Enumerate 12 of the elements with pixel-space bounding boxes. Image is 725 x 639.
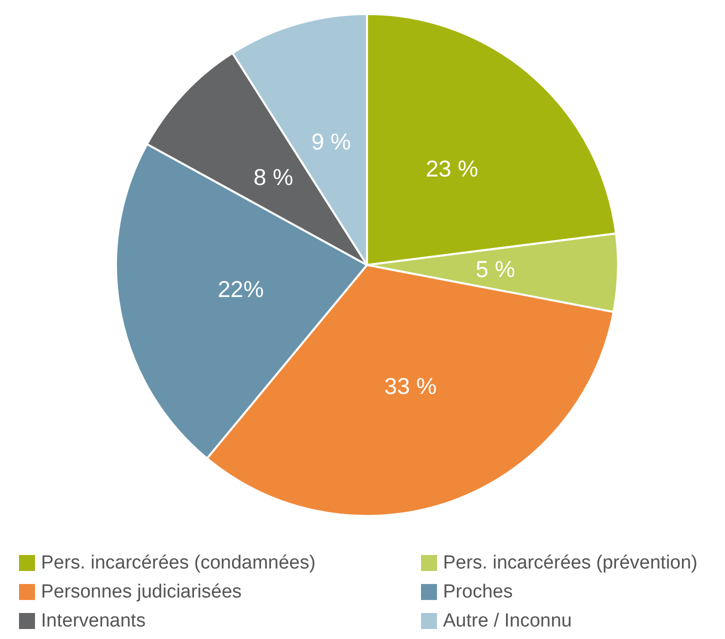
data-label: 5 % <box>476 256 516 282</box>
data-label: 23 % <box>426 156 478 182</box>
legend-label: Proches <box>443 582 513 602</box>
legend-label: Pers. incarcérées (condamnées) <box>41 552 316 574</box>
data-label: 8 % <box>254 164 294 190</box>
legend-label: Personnes judiciarisées <box>41 582 242 602</box>
data-label: 22% <box>218 276 264 302</box>
legend-label: Pers. incarcérées (prévention) <box>443 552 698 574</box>
legend-label: Intervenants <box>41 610 146 632</box>
legend-label: Autre / Inconnu <box>443 610 572 632</box>
data-label: 9 % <box>311 128 351 155</box>
data-label: 33 % <box>384 372 437 399</box>
